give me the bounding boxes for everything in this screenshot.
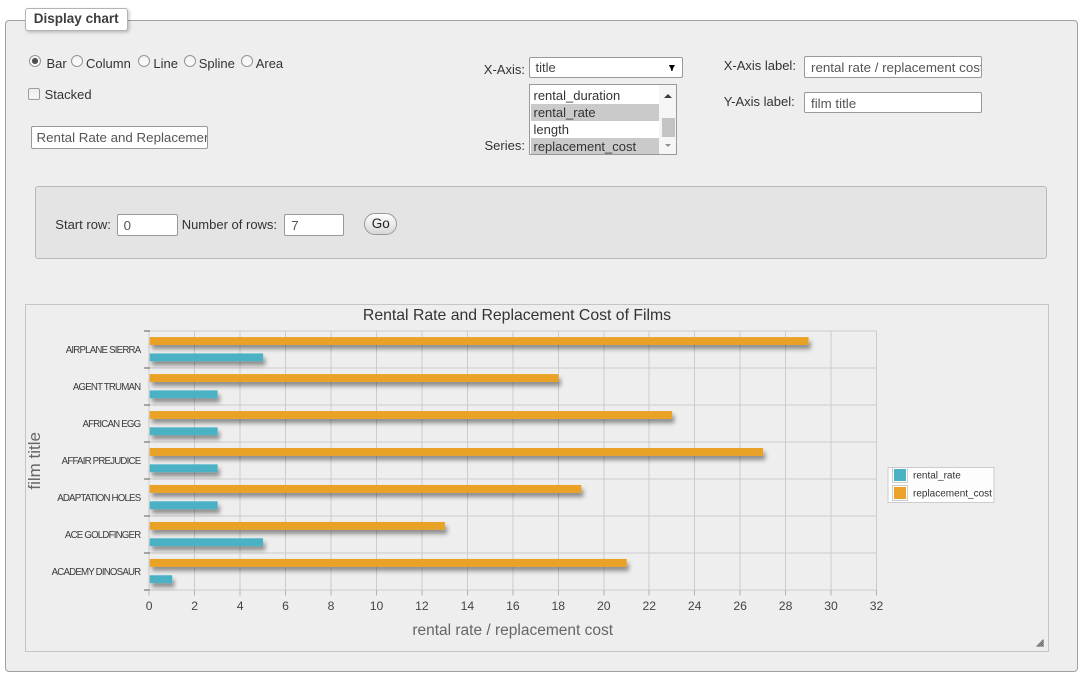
svg-text:16: 16 (506, 599, 520, 613)
svg-text:2: 2 (191, 599, 198, 613)
svg-text:8: 8 (328, 599, 335, 613)
svg-text:rental_rate: rental_rate (913, 471, 961, 482)
svg-text:ACE GOLDFINGER: ACE GOLDFINGER (65, 530, 141, 541)
svg-text:24: 24 (688, 599, 702, 613)
svg-text:18: 18 (552, 599, 566, 613)
svg-text:AGENT TRUMAN: AGENT TRUMAN (73, 382, 141, 393)
svg-text:Rental Rate and Replacement Co: Rental Rate and Replacement Cost of Film… (363, 307, 671, 324)
svg-text:4: 4 (237, 599, 244, 613)
svg-text:28: 28 (779, 599, 793, 613)
svg-text:replacement_cost: replacement_cost (913, 489, 992, 500)
svg-text:26: 26 (733, 599, 747, 613)
svg-text:32: 32 (870, 599, 884, 613)
svg-text:22: 22 (642, 599, 656, 613)
svg-text:10: 10 (370, 599, 384, 613)
svg-text:ADAPTATION HOLES: ADAPTATION HOLES (57, 493, 142, 504)
svg-text:AFRICAN EGG: AFRICAN EGG (82, 419, 140, 430)
svg-text:30: 30 (824, 599, 838, 613)
svg-text:14: 14 (461, 599, 475, 613)
svg-text:AFFAIR PREJUDICE: AFFAIR PREJUDICE (62, 456, 142, 467)
svg-text:AIRPLANE SIERRA: AIRPLANE SIERRA (66, 345, 142, 356)
svg-text:0: 0 (146, 599, 153, 613)
svg-text:ACADEMY DINOSAUR: ACADEMY DINOSAUR (52, 567, 142, 578)
svg-text:6: 6 (282, 599, 289, 613)
svg-text:20: 20 (597, 599, 611, 613)
svg-text:film title: film title (25, 432, 44, 490)
svg-text:12: 12 (415, 599, 429, 613)
svg-text:rental rate / replacement cost: rental rate / replacement cost (412, 622, 613, 639)
